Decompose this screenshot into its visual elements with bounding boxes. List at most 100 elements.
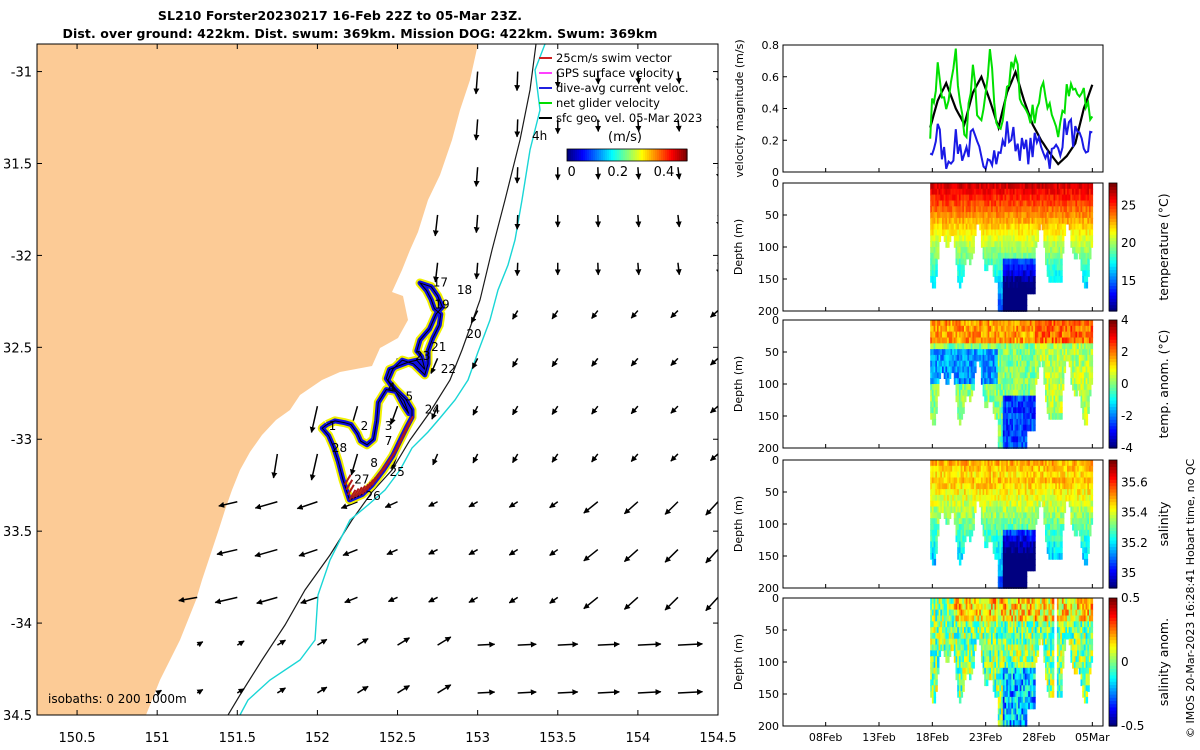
section-cell [989, 366, 992, 374]
section-cell [1031, 506, 1034, 514]
section-cell [1023, 506, 1026, 514]
section-cell [938, 460, 942, 467]
section-cell [1073, 372, 1077, 379]
section-cell [1061, 494, 1065, 502]
section-cell [1070, 349, 1073, 356]
section-cell [1018, 212, 1021, 219]
section-cell [1023, 281, 1026, 289]
section-cell [1046, 360, 1050, 368]
section-cell [933, 494, 937, 502]
section-cell [997, 418, 1001, 426]
legend-label: dive-avg current veloc. [556, 81, 689, 95]
section-cell [942, 212, 945, 219]
section-cell [940, 644, 943, 652]
section-cell [1023, 235, 1026, 242]
section-cell [1045, 337, 1048, 345]
section-cell [1050, 366, 1053, 374]
colorbar-cell [679, 149, 682, 161]
section-cell [1043, 483, 1046, 490]
section-cell [969, 389, 972, 397]
section-cell [1014, 235, 1018, 242]
section-cell [1024, 483, 1028, 490]
section-cell [1055, 384, 1058, 391]
section-cell [1006, 287, 1009, 295]
section-cell [1006, 430, 1009, 438]
section-cell [950, 212, 953, 219]
section-cell [955, 252, 958, 260]
section-cell [933, 258, 937, 266]
section-cell [994, 183, 997, 190]
section-cell [1048, 200, 1051, 208]
section-cell [1058, 465, 1062, 473]
section-cell [1021, 183, 1024, 190]
section-cell [970, 217, 974, 225]
section-cell [1029, 465, 1033, 473]
section-cell [964, 378, 967, 385]
section-cell [1058, 524, 1062, 531]
section-cell [1023, 247, 1026, 254]
section-cell [1004, 217, 1007, 225]
section-cell [1075, 360, 1078, 368]
section-cell [933, 360, 937, 368]
section-cell [935, 494, 938, 502]
section-cell [1048, 360, 1051, 368]
section-cell [1072, 331, 1075, 339]
section-cell [1011, 200, 1014, 208]
section-cell [1028, 424, 1031, 432]
section-cell [935, 598, 938, 605]
section-cell [1029, 320, 1033, 327]
section-cell [960, 500, 964, 508]
section-cell [967, 372, 970, 379]
section-cell [1083, 212, 1087, 219]
section-cell [933, 212, 937, 219]
section-cell [991, 518, 994, 525]
section-cell [997, 241, 1001, 248]
section-cell [947, 471, 950, 479]
section-cell [945, 506, 948, 514]
section-cell [1058, 200, 1062, 208]
section-cell [992, 389, 996, 397]
geo-arrow [705, 501, 718, 516]
section-cell [1028, 287, 1031, 295]
section-cell [1018, 401, 1021, 409]
section-cell [975, 200, 979, 208]
section-cell [1024, 252, 1028, 260]
section-cell [1050, 395, 1053, 403]
section-cell [1019, 535, 1023, 543]
section-cell [989, 217, 992, 225]
colorbar-cell [599, 149, 602, 161]
section-cell [945, 494, 948, 502]
section-cell [1073, 223, 1077, 231]
section-cell [948, 325, 952, 333]
section-cell [1050, 518, 1053, 525]
section-cell [1038, 360, 1041, 368]
colorbar-cell [661, 149, 664, 161]
section-cell [1006, 200, 1009, 208]
section-cell [1061, 247, 1065, 254]
geo-arrow [196, 641, 204, 648]
section-cell [1056, 206, 1060, 213]
section-cell [958, 200, 962, 208]
section-cell [1024, 293, 1028, 301]
colorbar-cell [1109, 183, 1117, 187]
section-cell [982, 235, 986, 242]
section-cell [962, 547, 965, 554]
section-cell [1021, 384, 1024, 391]
section-cell [1019, 483, 1023, 490]
colorbar-cell [1109, 565, 1117, 570]
section-cell [1016, 349, 1019, 356]
section-cell [960, 494, 964, 502]
section-cell [938, 512, 942, 519]
section-cell [1004, 564, 1007, 572]
section-cell [964, 200, 967, 208]
section-cell [992, 194, 996, 202]
geo-arrow [637, 689, 662, 696]
section-cell [1029, 558, 1033, 566]
section-cell [1018, 229, 1021, 237]
section-cell [972, 331, 975, 339]
section-cell [958, 281, 962, 289]
section-cell [931, 349, 935, 356]
section-cell [982, 194, 986, 202]
geo-arrow [630, 405, 639, 415]
section-cell [1083, 512, 1087, 519]
